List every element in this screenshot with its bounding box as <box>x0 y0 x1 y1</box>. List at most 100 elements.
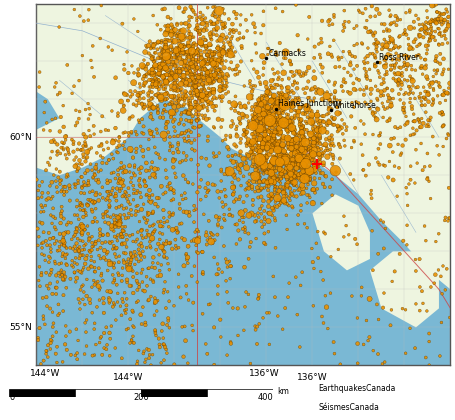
Point <box>110 242 117 249</box>
Point <box>172 73 179 80</box>
Point <box>268 84 276 91</box>
Point <box>436 84 444 90</box>
Point <box>196 97 203 103</box>
Point <box>110 155 117 162</box>
Point <box>301 176 308 182</box>
Point <box>117 216 124 223</box>
Point <box>314 144 321 151</box>
Point <box>52 178 60 184</box>
Point <box>208 57 215 64</box>
Point <box>151 300 158 307</box>
Point <box>150 133 157 140</box>
Point <box>166 30 173 37</box>
Point <box>119 265 126 271</box>
Point <box>154 62 162 68</box>
Point <box>445 85 452 92</box>
Point <box>418 26 425 33</box>
Point <box>114 167 121 173</box>
Point <box>145 265 152 272</box>
Point <box>258 110 266 117</box>
Point <box>367 28 374 34</box>
Point <box>116 175 124 182</box>
Point <box>261 118 268 125</box>
Point <box>162 23 169 29</box>
Point <box>108 170 115 177</box>
Point <box>183 63 191 69</box>
Point <box>42 167 50 173</box>
Point <box>182 94 189 101</box>
Point <box>179 65 186 72</box>
Point <box>128 255 135 262</box>
Point <box>91 199 98 205</box>
Point <box>126 260 134 267</box>
Point <box>156 51 163 58</box>
Point <box>157 53 165 60</box>
Point <box>263 151 270 158</box>
Point <box>258 113 265 120</box>
Point <box>416 256 423 262</box>
Point <box>439 123 446 130</box>
Point <box>369 131 377 138</box>
Point <box>188 120 195 126</box>
Point <box>420 300 427 307</box>
Point <box>275 121 283 127</box>
Point <box>218 98 225 105</box>
Point <box>215 8 222 14</box>
Point <box>246 182 253 189</box>
Point <box>328 132 335 139</box>
Point <box>284 135 291 142</box>
Point <box>360 58 368 65</box>
Point <box>398 81 405 88</box>
Point <box>151 79 158 86</box>
Point <box>310 135 317 142</box>
Point <box>267 109 274 116</box>
Point <box>118 312 125 319</box>
Point <box>152 81 159 88</box>
Point <box>155 80 162 87</box>
Point <box>296 172 303 178</box>
Point <box>204 133 212 140</box>
Point <box>187 31 195 38</box>
Point <box>175 97 182 104</box>
Text: 136°W: 136°W <box>297 373 328 382</box>
Point <box>121 223 129 230</box>
Point <box>188 104 196 110</box>
Point <box>202 60 210 67</box>
Point <box>241 303 248 310</box>
Bar <box>207 389 273 397</box>
Point <box>354 360 361 367</box>
Point <box>424 91 431 98</box>
Point <box>182 5 189 12</box>
Point <box>123 236 131 243</box>
Point <box>217 66 224 73</box>
Point <box>219 117 226 123</box>
Point <box>74 212 81 218</box>
Point <box>43 347 50 354</box>
Point <box>97 272 105 279</box>
Point <box>433 20 440 26</box>
Point <box>241 128 248 134</box>
Point <box>154 71 161 77</box>
Point <box>366 105 374 112</box>
Point <box>261 117 268 124</box>
Point <box>423 25 430 31</box>
Point <box>184 100 192 107</box>
Point <box>193 249 200 255</box>
Point <box>288 180 296 186</box>
Point <box>207 18 214 25</box>
Point <box>192 76 199 83</box>
Point <box>280 156 288 163</box>
Point <box>297 165 304 172</box>
Point <box>121 66 128 73</box>
Point <box>296 97 303 104</box>
Polygon shape <box>313 194 370 270</box>
Point <box>183 67 190 74</box>
Point <box>162 96 169 103</box>
Point <box>255 123 262 130</box>
Point <box>38 272 45 278</box>
Point <box>242 129 249 136</box>
Point <box>288 100 296 106</box>
Point <box>111 222 119 228</box>
Point <box>128 253 135 260</box>
Point <box>258 107 265 114</box>
